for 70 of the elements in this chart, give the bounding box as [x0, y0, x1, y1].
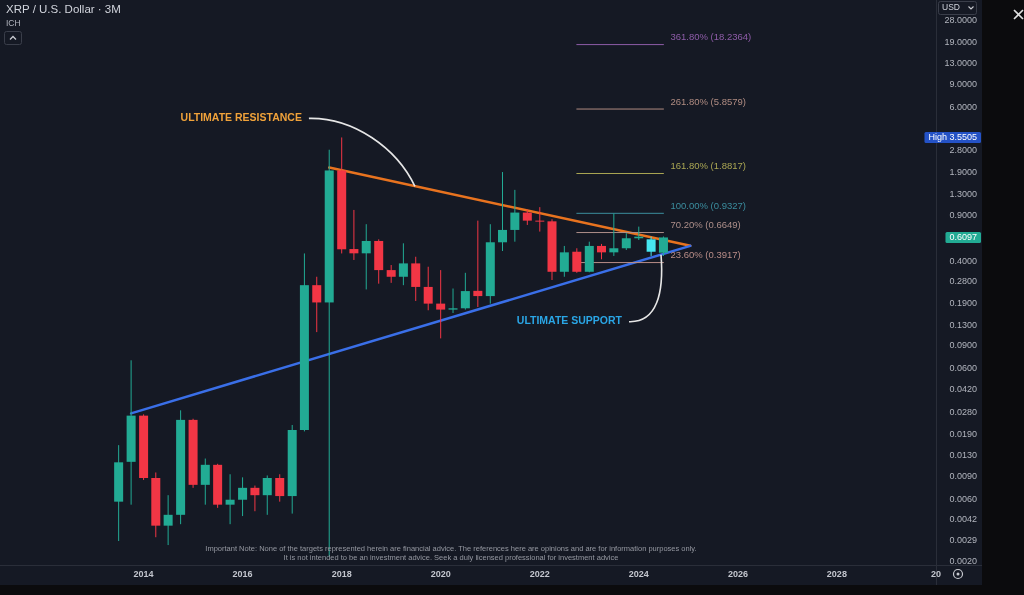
y-tick-label: 28.0000: [944, 14, 977, 25]
y-tick-label: 19.0000: [944, 36, 977, 47]
candlestick: [436, 269, 446, 339]
x-tick-label: 20: [930, 569, 942, 580]
y-tick-label: 0.9000: [949, 209, 977, 220]
y-tick-label: 6.0000: [949, 102, 977, 113]
candlestick: [473, 220, 483, 308]
candlestick: [398, 242, 408, 286]
y-tick-label: 0.2800: [949, 275, 977, 286]
x-tick-label: 2018: [331, 569, 352, 580]
candlestick: [498, 171, 508, 252]
series-label: 100.00% (0.9327): [670, 199, 746, 211]
y-tick-label: 0.0420: [949, 383, 977, 394]
annotation: High 3.5505: [928, 131, 977, 142]
annotation: ULTIMATE RESISTANCE: [180, 111, 302, 124]
candlestick: [572, 247, 582, 274]
candlestick: [448, 288, 458, 314]
candlestick: [200, 458, 210, 506]
chart-title: XRP / U.S. Dollar · 3M: [6, 3, 121, 16]
candlestick: [163, 494, 173, 546]
series-label: 261.80% (5.8579): [670, 95, 746, 107]
y-tick-label: 0.0900: [949, 340, 977, 351]
y-tick-label: 0.0029: [949, 535, 977, 546]
y-tick-label: 0.0090: [949, 471, 977, 482]
x-tick-label: 2016: [232, 569, 253, 580]
text: 0.6097: [949, 231, 977, 242]
x-tick-label: 2020: [430, 569, 451, 580]
x-tick-label: 2026: [727, 569, 748, 580]
y-axis-title: USD: [942, 2, 960, 13]
annotation: ULTIMATE SUPPORT: [516, 314, 623, 327]
candlestick: [510, 189, 520, 243]
x-tick-label: 2022: [529, 569, 550, 580]
candlestick: [646, 236, 656, 257]
candlestick: [238, 476, 248, 517]
candlestick: [361, 223, 371, 290]
y-tick-label: 0.0020: [949, 556, 977, 567]
y-tick-label: 0.0130: [949, 450, 977, 461]
y-tick-label: 0.0190: [949, 428, 977, 439]
y-tick-label: 0.4000: [949, 255, 977, 266]
y-tick-label: 0.0280: [949, 406, 977, 417]
y-tick-label: 2.8000: [949, 145, 977, 156]
candlestick: [349, 209, 359, 261]
y-tick-label: 0.0042: [949, 514, 977, 525]
series-label: 361.80% (18.2364): [670, 31, 752, 43]
candlestick: [262, 474, 272, 516]
y-tick-label: 1.3000: [949, 188, 977, 199]
series-label: 161.80% (1.8817): [670, 160, 746, 171]
y-tick-label: 0.1300: [949, 319, 977, 330]
x-tick-label: 2014: [133, 569, 154, 580]
y-tick-label: 1.9000: [949, 167, 977, 178]
y-tick-label: 0.1900: [949, 298, 977, 308]
series-label: 70.20% (0.6649): [670, 219, 741, 231]
candlestick: [275, 473, 285, 503]
candlestick: [609, 212, 619, 257]
x-tick-label: 2028: [826, 569, 847, 580]
x-tick-label: 2024: [628, 569, 649, 580]
text: ICH: [6, 18, 21, 29]
candlestick: [250, 485, 260, 512]
candlestick: [535, 206, 545, 233]
series-label: 23.60% (0.3917): [670, 249, 741, 261]
y-tick-label: 13.0000: [944, 58, 977, 69]
candlestick: [460, 272, 470, 311]
y-tick-label: 9.0000: [949, 79, 977, 90]
candlestick: [312, 276, 322, 333]
candlestick: [225, 473, 235, 525]
candlestick: [411, 256, 421, 302]
y-tick-label: 0.0600: [949, 363, 977, 374]
candlestick: [559, 245, 569, 278]
candlestick: [423, 266, 433, 311]
y-tick-label: 0.0060: [949, 494, 977, 505]
